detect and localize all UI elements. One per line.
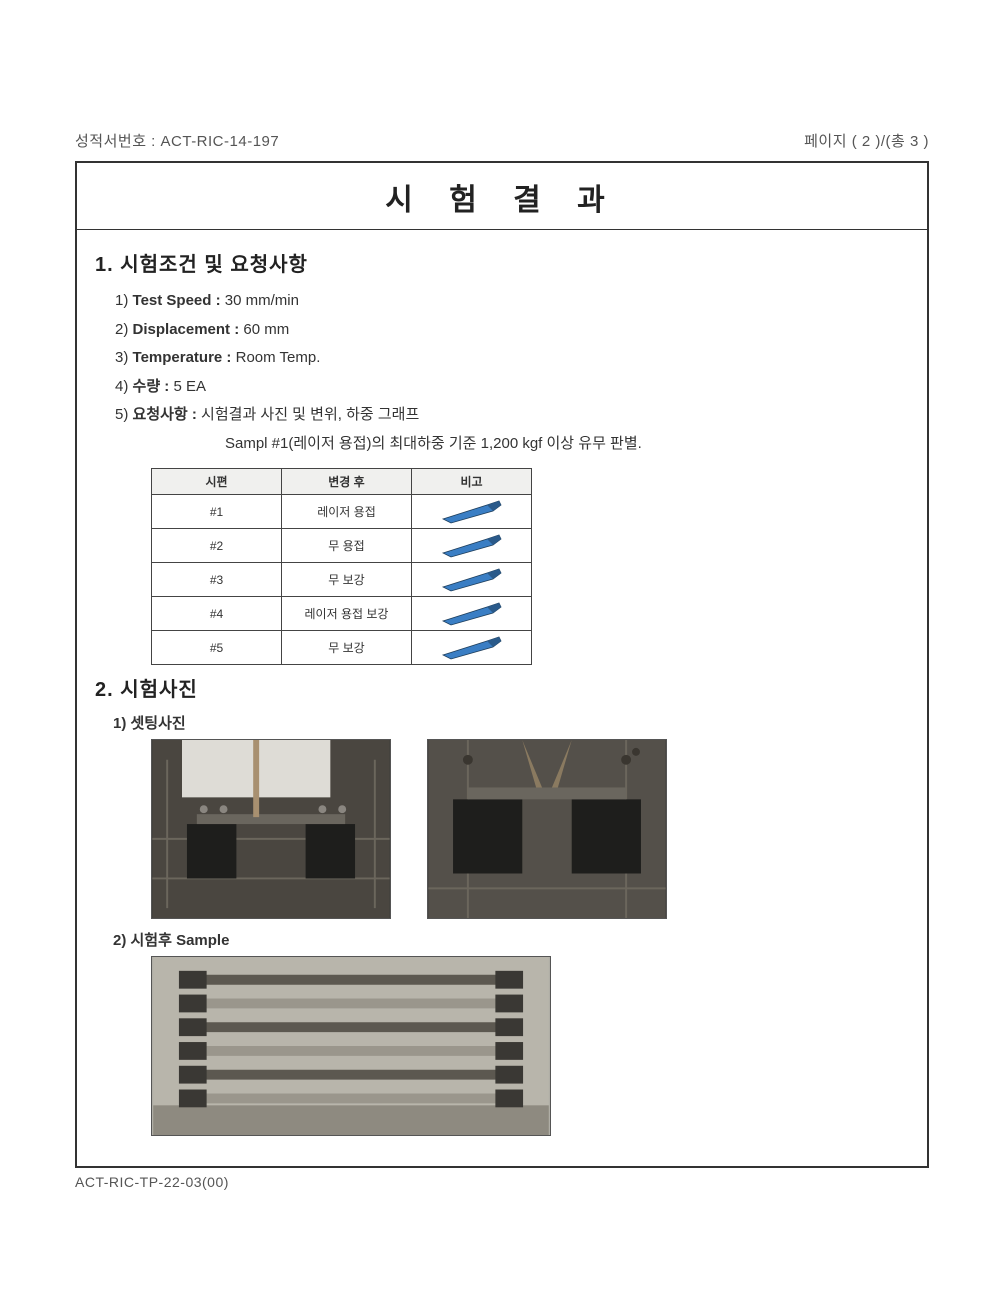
cond-label: Test Speed : bbox=[133, 292, 225, 309]
cond-num: 3) bbox=[115, 349, 128, 366]
footer-form-code: ACT-RIC-TP-22-03(00) bbox=[75, 1174, 929, 1190]
sample-bar-icon bbox=[437, 533, 507, 559]
cell-change: 무 용접 bbox=[282, 529, 412, 563]
cond-item-4: 4) 수량 : 5 EA bbox=[115, 373, 909, 402]
cond-value: 시험결과 사진 및 변위, 하중 그래프 bbox=[201, 406, 419, 423]
section1-heading: 1. 시험조건 및 요청사항 bbox=[95, 248, 909, 277]
cond-label: Displacement : bbox=[133, 321, 244, 338]
table-row: #3무 보강 bbox=[152, 563, 532, 597]
report-number: 성적서번호 : ACT-RIC-14-197 bbox=[75, 130, 279, 151]
cell-remark-icon bbox=[412, 495, 532, 529]
setup-photo-2 bbox=[427, 739, 667, 919]
conditions-list: 1) Test Speed : 30 mm/min 2) Displacemen… bbox=[95, 287, 909, 430]
setup-photo-1 bbox=[151, 739, 391, 919]
cond-num: 2) bbox=[115, 321, 128, 338]
cell-remark-icon bbox=[412, 563, 532, 597]
report-no-value: ACT-RIC-14-197 bbox=[161, 133, 280, 150]
col-header-remark: 비고 bbox=[412, 469, 532, 495]
document-title: 시 험 결 과 bbox=[77, 163, 927, 230]
sample-bar-icon bbox=[437, 567, 507, 593]
table-row: #4레이저 용접 보강 bbox=[152, 597, 532, 631]
cond-num: 5) bbox=[115, 406, 128, 423]
cond-value: 30 mm/min bbox=[225, 292, 299, 309]
cond-label: Temperature : bbox=[133, 349, 236, 366]
cond-value: 60 mm bbox=[243, 321, 289, 338]
col-header-specimen: 시편 bbox=[152, 469, 282, 495]
content-area: 1. 시험조건 및 요청사항 1) Test Speed : 30 mm/min… bbox=[77, 230, 927, 1166]
cond-value: Room Temp. bbox=[236, 349, 321, 366]
cond-num: 4) bbox=[115, 378, 128, 395]
cell-remark-icon bbox=[412, 631, 532, 665]
table-row: #2무 용접 bbox=[152, 529, 532, 563]
cell-specimen-id: #2 bbox=[152, 529, 282, 563]
table-header-row: 시편 변경 후 비고 bbox=[152, 469, 532, 495]
cond-item-1: 1) Test Speed : 30 mm/min bbox=[115, 287, 909, 316]
cell-specimen-id: #3 bbox=[152, 563, 282, 597]
after-sample-photo bbox=[151, 956, 551, 1136]
sample-bar-icon bbox=[437, 601, 507, 627]
cond-item-2: 2) Displacement : 60 mm bbox=[115, 316, 909, 345]
table-row: #1레이저 용접 bbox=[152, 495, 532, 529]
cell-remark-icon bbox=[412, 597, 532, 631]
sub-heading-setup: 1) 셋팅사진 bbox=[113, 712, 909, 733]
cell-change: 무 보강 bbox=[282, 563, 412, 597]
cell-change: 레이저 용접 bbox=[282, 495, 412, 529]
cell-remark-icon bbox=[412, 529, 532, 563]
cell-change: 무 보강 bbox=[282, 631, 412, 665]
cell-specimen-id: #1 bbox=[152, 495, 282, 529]
cond-item-5: 5) 요청사항 : 시험결과 사진 및 변위, 하중 그래프 bbox=[115, 401, 909, 430]
main-frame: 시 험 결 과 1. 시험조건 및 요청사항 1) Test Speed : 3… bbox=[75, 161, 929, 1168]
conditions-note: Sampl #1(레이저 용접)의 최대하중 기준 1,200 kgf 이상 유… bbox=[95, 430, 909, 459]
cell-specimen-id: #5 bbox=[152, 631, 282, 665]
page-indicator: 페이지 ( 2 )/(총 3 ) bbox=[804, 130, 929, 151]
cond-label: 수량 : bbox=[133, 378, 174, 395]
sample-table: 시편 변경 후 비고 #1레이저 용접#2무 용접#3무 보강#4레이저 용접 … bbox=[151, 468, 532, 665]
table-row: #5무 보강 bbox=[152, 631, 532, 665]
section2-heading: 2. 시험사진 bbox=[95, 673, 909, 702]
cond-label: 요청사항 : bbox=[133, 406, 202, 423]
cond-item-3: 3) Temperature : Room Temp. bbox=[115, 344, 909, 373]
cell-specimen-id: #4 bbox=[152, 597, 282, 631]
col-header-change: 변경 후 bbox=[282, 469, 412, 495]
cond-value: 5 EA bbox=[173, 378, 206, 395]
cond-num: 1) bbox=[115, 292, 128, 309]
sub-heading-after: 2) 시험후 Sample bbox=[113, 929, 909, 950]
page-header: 성적서번호 : ACT-RIC-14-197 페이지 ( 2 )/(총 3 ) bbox=[75, 130, 929, 151]
sample-bar-icon bbox=[437, 635, 507, 661]
sample-bar-icon bbox=[437, 499, 507, 525]
setup-photo-row bbox=[151, 739, 909, 919]
report-no-label: 성적서번호 : bbox=[75, 133, 161, 150]
cell-change: 레이저 용접 보강 bbox=[282, 597, 412, 631]
